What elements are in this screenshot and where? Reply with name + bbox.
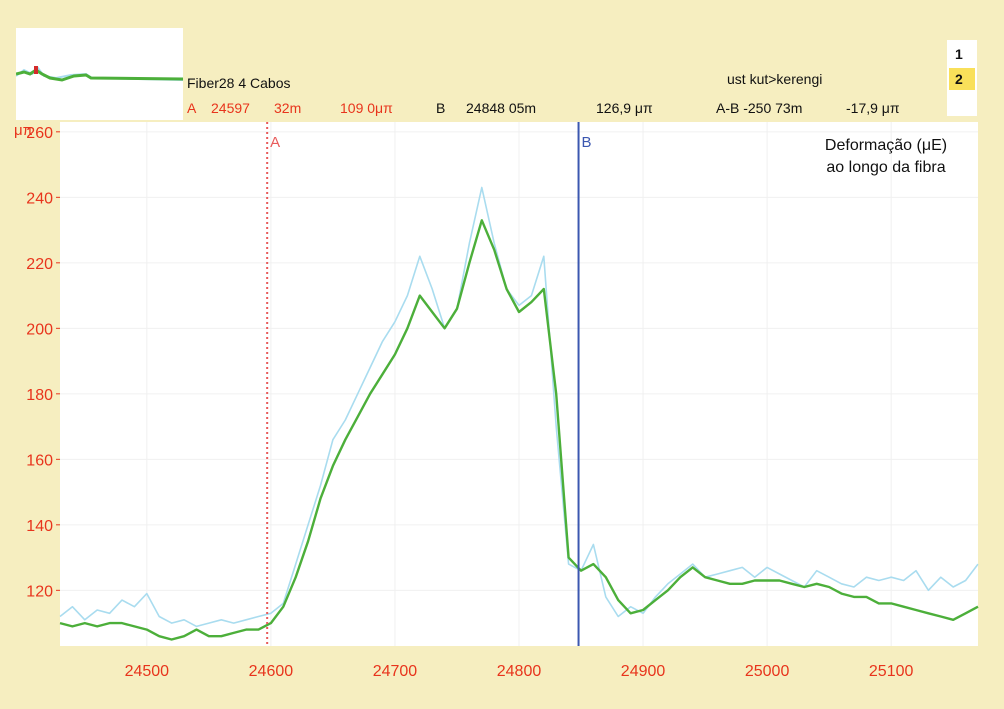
series-raw-line: [59, 186, 979, 628]
tab-1[interactable]: 1: [955, 46, 963, 62]
y-tick-label: 180: [26, 387, 53, 404]
chart-title-line: ao longo da fibra: [826, 159, 945, 176]
cursor-b-label: B: [436, 100, 446, 116]
x-tick-label: 25000: [745, 663, 790, 680]
x-tick-label: 24700: [373, 663, 418, 680]
cursor-a-value: 109 0μπ: [340, 100, 393, 116]
y-tick-label: 220: [26, 256, 53, 273]
y-tick-label: 260: [26, 125, 53, 142]
cursor-b-position: 24848 05m: [466, 100, 537, 116]
trace-name: Fiber28 4 Cabos: [187, 75, 291, 91]
series-smooth-line: [59, 219, 979, 641]
y-axis-unit: μπ: [14, 122, 33, 139]
cursor-ab-label: A-B -250 73m: [716, 100, 803, 116]
y-tick-label: 240: [26, 190, 53, 207]
cursor-a-marker: A: [270, 134, 280, 151]
y-tick-label: 160: [26, 452, 53, 469]
cursor-b-value: 126,9 μπ: [596, 100, 653, 116]
x-tick-label: 25100: [869, 663, 914, 680]
chart-title-line: Deformação (μE): [825, 137, 947, 154]
x-tick-label: 24900: [621, 663, 666, 680]
trace-tabs: 1 2: [947, 40, 977, 116]
y-tick-label: 200: [26, 321, 53, 338]
cursor-b-marker: B: [582, 134, 592, 151]
cursor-a-position: 24597: [211, 100, 250, 116]
tab-2[interactable]: 2: [949, 68, 975, 90]
x-tick-label: 24800: [497, 663, 542, 680]
cursor-ab-value: -17,9 μπ: [846, 100, 900, 116]
cursor-a-label: A: [187, 100, 197, 116]
y-tick-label: 120: [26, 583, 53, 600]
trace-note: ust kut>kerengi: [727, 71, 823, 87]
cursor-a-distance: 32m: [274, 100, 302, 116]
overview-thumbnail[interactable]: [16, 28, 183, 120]
x-tick-label: 24600: [249, 663, 294, 680]
x-tick-label: 24500: [125, 663, 170, 680]
y-tick-label: 140: [26, 518, 53, 535]
